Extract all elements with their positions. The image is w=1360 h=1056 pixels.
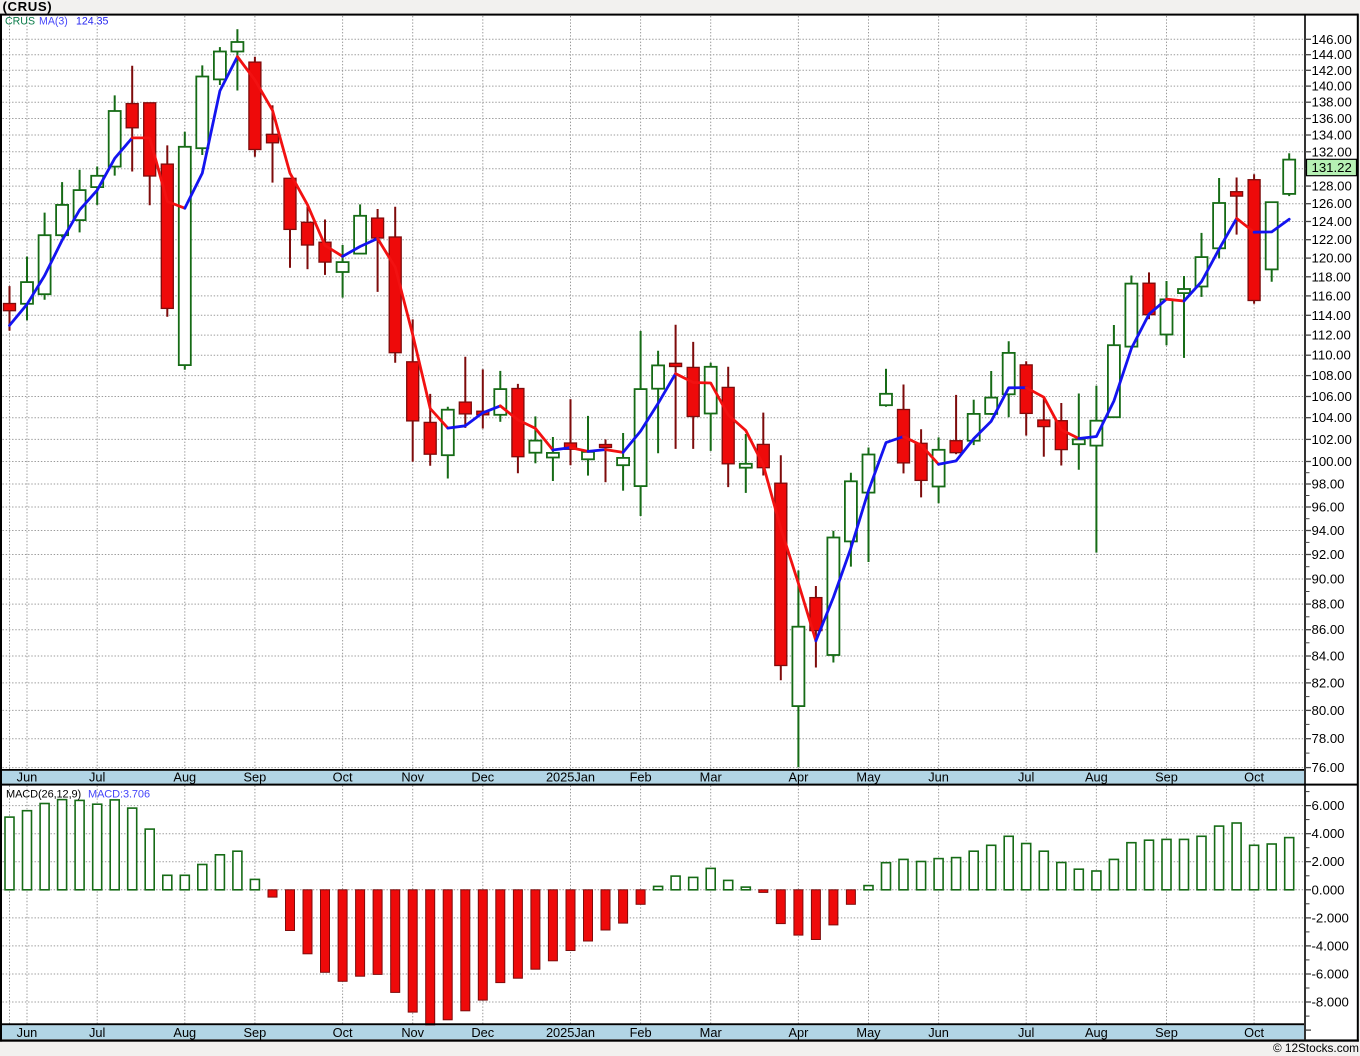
svg-text:104.00: 104.00 <box>1312 410 1352 425</box>
svg-text:6.000: 6.000 <box>1312 798 1345 813</box>
svg-text:106.00: 106.00 <box>1312 389 1352 404</box>
svg-text:Jun: Jun <box>17 770 38 785</box>
svg-text:114.00: 114.00 <box>1312 308 1351 323</box>
svg-text:Sep: Sep <box>1155 770 1178 785</box>
svg-text:4.000: 4.000 <box>1312 826 1345 841</box>
svg-text:96.00: 96.00 <box>1312 500 1345 515</box>
svg-text:131.22: 131.22 <box>1312 160 1352 175</box>
svg-text:124.00: 124.00 <box>1312 214 1352 229</box>
svg-text:Aug: Aug <box>173 1025 196 1040</box>
svg-text:88.00: 88.00 <box>1312 597 1345 612</box>
svg-text:Aug: Aug <box>173 770 196 785</box>
svg-text:May: May <box>856 770 881 785</box>
svg-text:-2.000: -2.000 <box>1312 910 1349 925</box>
svg-text:108.00: 108.00 <box>1312 368 1352 383</box>
svg-text:136.00: 136.00 <box>1312 111 1352 126</box>
svg-text:Jul: Jul <box>1018 1025 1034 1040</box>
svg-text:Feb: Feb <box>630 1025 652 1040</box>
svg-text:Oct: Oct <box>1244 1025 1264 1040</box>
svg-text:-6.000: -6.000 <box>1312 967 1349 982</box>
svg-text:102.00: 102.00 <box>1312 432 1352 447</box>
svg-text:100.00: 100.00 <box>1312 454 1352 469</box>
svg-text:142.00: 142.00 <box>1312 63 1352 78</box>
svg-text:Jul: Jul <box>1018 770 1034 785</box>
svg-text:112.00: 112.00 <box>1312 328 1351 343</box>
svg-text:Sep: Sep <box>1155 1025 1178 1040</box>
svg-text:118.00: 118.00 <box>1312 269 1351 284</box>
svg-text:Jun: Jun <box>928 1025 949 1040</box>
svg-text:Aug: Aug <box>1085 770 1108 785</box>
svg-text:146.00: 146.00 <box>1312 32 1352 47</box>
svg-text:138.00: 138.00 <box>1312 95 1352 110</box>
svg-text:Jul: Jul <box>89 770 105 785</box>
svg-text:Mar: Mar <box>700 770 723 785</box>
svg-text:Oct: Oct <box>333 1025 353 1040</box>
svg-text:Nov: Nov <box>401 770 424 785</box>
svg-text:0.000: 0.000 <box>1312 882 1345 897</box>
svg-text:140.00: 140.00 <box>1312 79 1352 94</box>
svg-text:-4.000: -4.000 <box>1312 938 1349 953</box>
svg-text:124.35: 124.35 <box>76 16 109 28</box>
svg-text:92.00: 92.00 <box>1312 547 1345 562</box>
svg-text:98.00: 98.00 <box>1312 477 1345 492</box>
svg-text:134.00: 134.00 <box>1312 128 1352 143</box>
svg-text:Nov: Nov <box>401 1025 424 1040</box>
svg-text:(CRUS): (CRUS) <box>3 0 53 14</box>
svg-text:-8.000: -8.000 <box>1312 995 1349 1010</box>
svg-text:116.00: 116.00 <box>1312 288 1351 303</box>
svg-text:78.00: 78.00 <box>1312 731 1345 746</box>
svg-text:Dec: Dec <box>471 1025 494 1040</box>
svg-text:2025Jan: 2025Jan <box>546 770 595 785</box>
svg-text:90.00: 90.00 <box>1312 572 1345 587</box>
svg-text:82.00: 82.00 <box>1312 675 1345 690</box>
svg-text:Oct: Oct <box>1244 770 1264 785</box>
svg-text:2025Jan: 2025Jan <box>546 1025 595 1040</box>
svg-text:Jul: Jul <box>89 1025 105 1040</box>
svg-text:128.00: 128.00 <box>1312 179 1352 194</box>
svg-text:Jun: Jun <box>17 1025 38 1040</box>
svg-text:Sep: Sep <box>244 1025 267 1040</box>
svg-text:2.000: 2.000 <box>1312 854 1345 869</box>
svg-text:76.00: 76.00 <box>1312 760 1345 775</box>
svg-text:Aug: Aug <box>1085 1025 1108 1040</box>
svg-text:Apr: Apr <box>788 770 809 785</box>
svg-text:120.00: 120.00 <box>1312 251 1352 266</box>
svg-text:Feb: Feb <box>630 770 652 785</box>
svg-text:Oct: Oct <box>333 770 353 785</box>
svg-text:© 12Stocks.com: © 12Stocks.com <box>1273 1041 1359 1055</box>
svg-text:Apr: Apr <box>788 1025 809 1040</box>
svg-text:Mar: Mar <box>700 1025 723 1040</box>
svg-text:CRUS: CRUS <box>5 16 35 28</box>
svg-text:MA(3): MA(3) <box>39 16 68 28</box>
svg-text:144.00: 144.00 <box>1312 47 1352 62</box>
svg-text:84.00: 84.00 <box>1312 649 1345 664</box>
svg-text:94.00: 94.00 <box>1312 523 1345 538</box>
svg-text:126.00: 126.00 <box>1312 196 1352 211</box>
svg-text:Jun: Jun <box>928 770 949 785</box>
svg-text:80.00: 80.00 <box>1312 703 1345 718</box>
svg-text:86.00: 86.00 <box>1312 622 1345 637</box>
svg-text:MACD(26,12,9): MACD(26,12,9) <box>6 788 81 800</box>
svg-text:Sep: Sep <box>244 770 267 785</box>
svg-text:122.00: 122.00 <box>1312 232 1352 247</box>
svg-text:Dec: Dec <box>471 770 494 785</box>
svg-text:110.00: 110.00 <box>1312 348 1351 363</box>
svg-text:132.00: 132.00 <box>1312 144 1352 159</box>
svg-text:MACD:3.706: MACD:3.706 <box>88 788 150 800</box>
svg-text:May: May <box>856 1025 881 1040</box>
